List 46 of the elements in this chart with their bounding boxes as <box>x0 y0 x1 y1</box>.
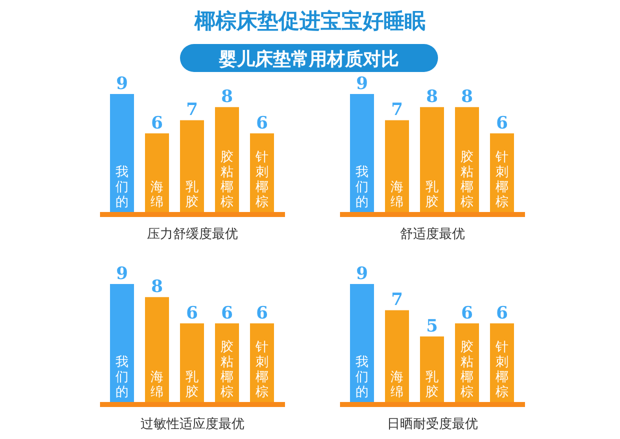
x-tick-label: 乳胶 <box>426 370 438 400</box>
data-label: 6 <box>151 113 163 134</box>
data-label: 9 <box>356 74 368 94</box>
x-tick-label: 胶粘椰棕 <box>220 340 234 400</box>
x-tick-label: 我们的 <box>116 355 128 400</box>
x-tick-label: 乳胶 <box>426 180 438 210</box>
x-axis-title: 舒适度最优 <box>400 226 465 242</box>
data-label: 6 <box>496 113 508 134</box>
x-tick-label: 我们的 <box>356 355 368 400</box>
x-tick-label: 海绵 <box>390 370 404 400</box>
data-label: 9 <box>116 264 128 284</box>
x-tick-label: 海绵 <box>390 180 404 210</box>
data-label: 8 <box>221 87 233 108</box>
x-axis-title: 压力舒缓度最优 <box>147 226 238 242</box>
data-label: 6 <box>221 303 233 324</box>
data-label: 6 <box>186 303 198 324</box>
data-label: 7 <box>186 100 198 120</box>
x-tick-label: 针刺椰棕 <box>254 340 268 400</box>
chart-subtitle: 婴儿床垫常用材质对比 <box>218 49 399 70</box>
x-tick-label: 胶粘椰棕 <box>460 340 474 400</box>
data-label: 5 <box>426 316 438 336</box>
x-tick-label: 乳胶 <box>186 180 198 210</box>
data-label: 8 <box>426 87 438 108</box>
data-label: 7 <box>391 100 403 120</box>
chart-title: 椰棕床垫促进宝宝好睡眠 <box>194 9 426 33</box>
x-tick-label: 针刺椰棕 <box>494 150 508 210</box>
x-tick-label: 乳胶 <box>186 370 198 400</box>
data-label: 6 <box>461 303 473 324</box>
data-label: 6 <box>256 113 268 134</box>
x-tick-label: 海绵 <box>150 180 164 210</box>
x-tick-label: 胶粘椰棕 <box>460 150 474 210</box>
x-axis-title: 日晒耐受度最优 <box>387 416 478 432</box>
data-label: 9 <box>116 74 128 94</box>
x-tick-label: 胶粘椰棕 <box>220 150 234 210</box>
x-tick-label: 针刺椰棕 <box>494 340 508 400</box>
data-label: 6 <box>496 303 508 324</box>
x-tick-label: 我们的 <box>356 165 368 210</box>
x-tick-label: 针刺椰棕 <box>254 150 268 210</box>
data-label: 8 <box>461 87 473 108</box>
data-label: 8 <box>151 277 163 298</box>
x-tick-label: 我们的 <box>116 165 128 210</box>
data-label: 6 <box>256 303 268 324</box>
x-axis-title: 过敏性适应度最优 <box>140 416 244 432</box>
x-tick-label: 海绵 <box>150 370 164 400</box>
data-label: 7 <box>391 290 403 310</box>
data-label: 9 <box>356 264 368 284</box>
